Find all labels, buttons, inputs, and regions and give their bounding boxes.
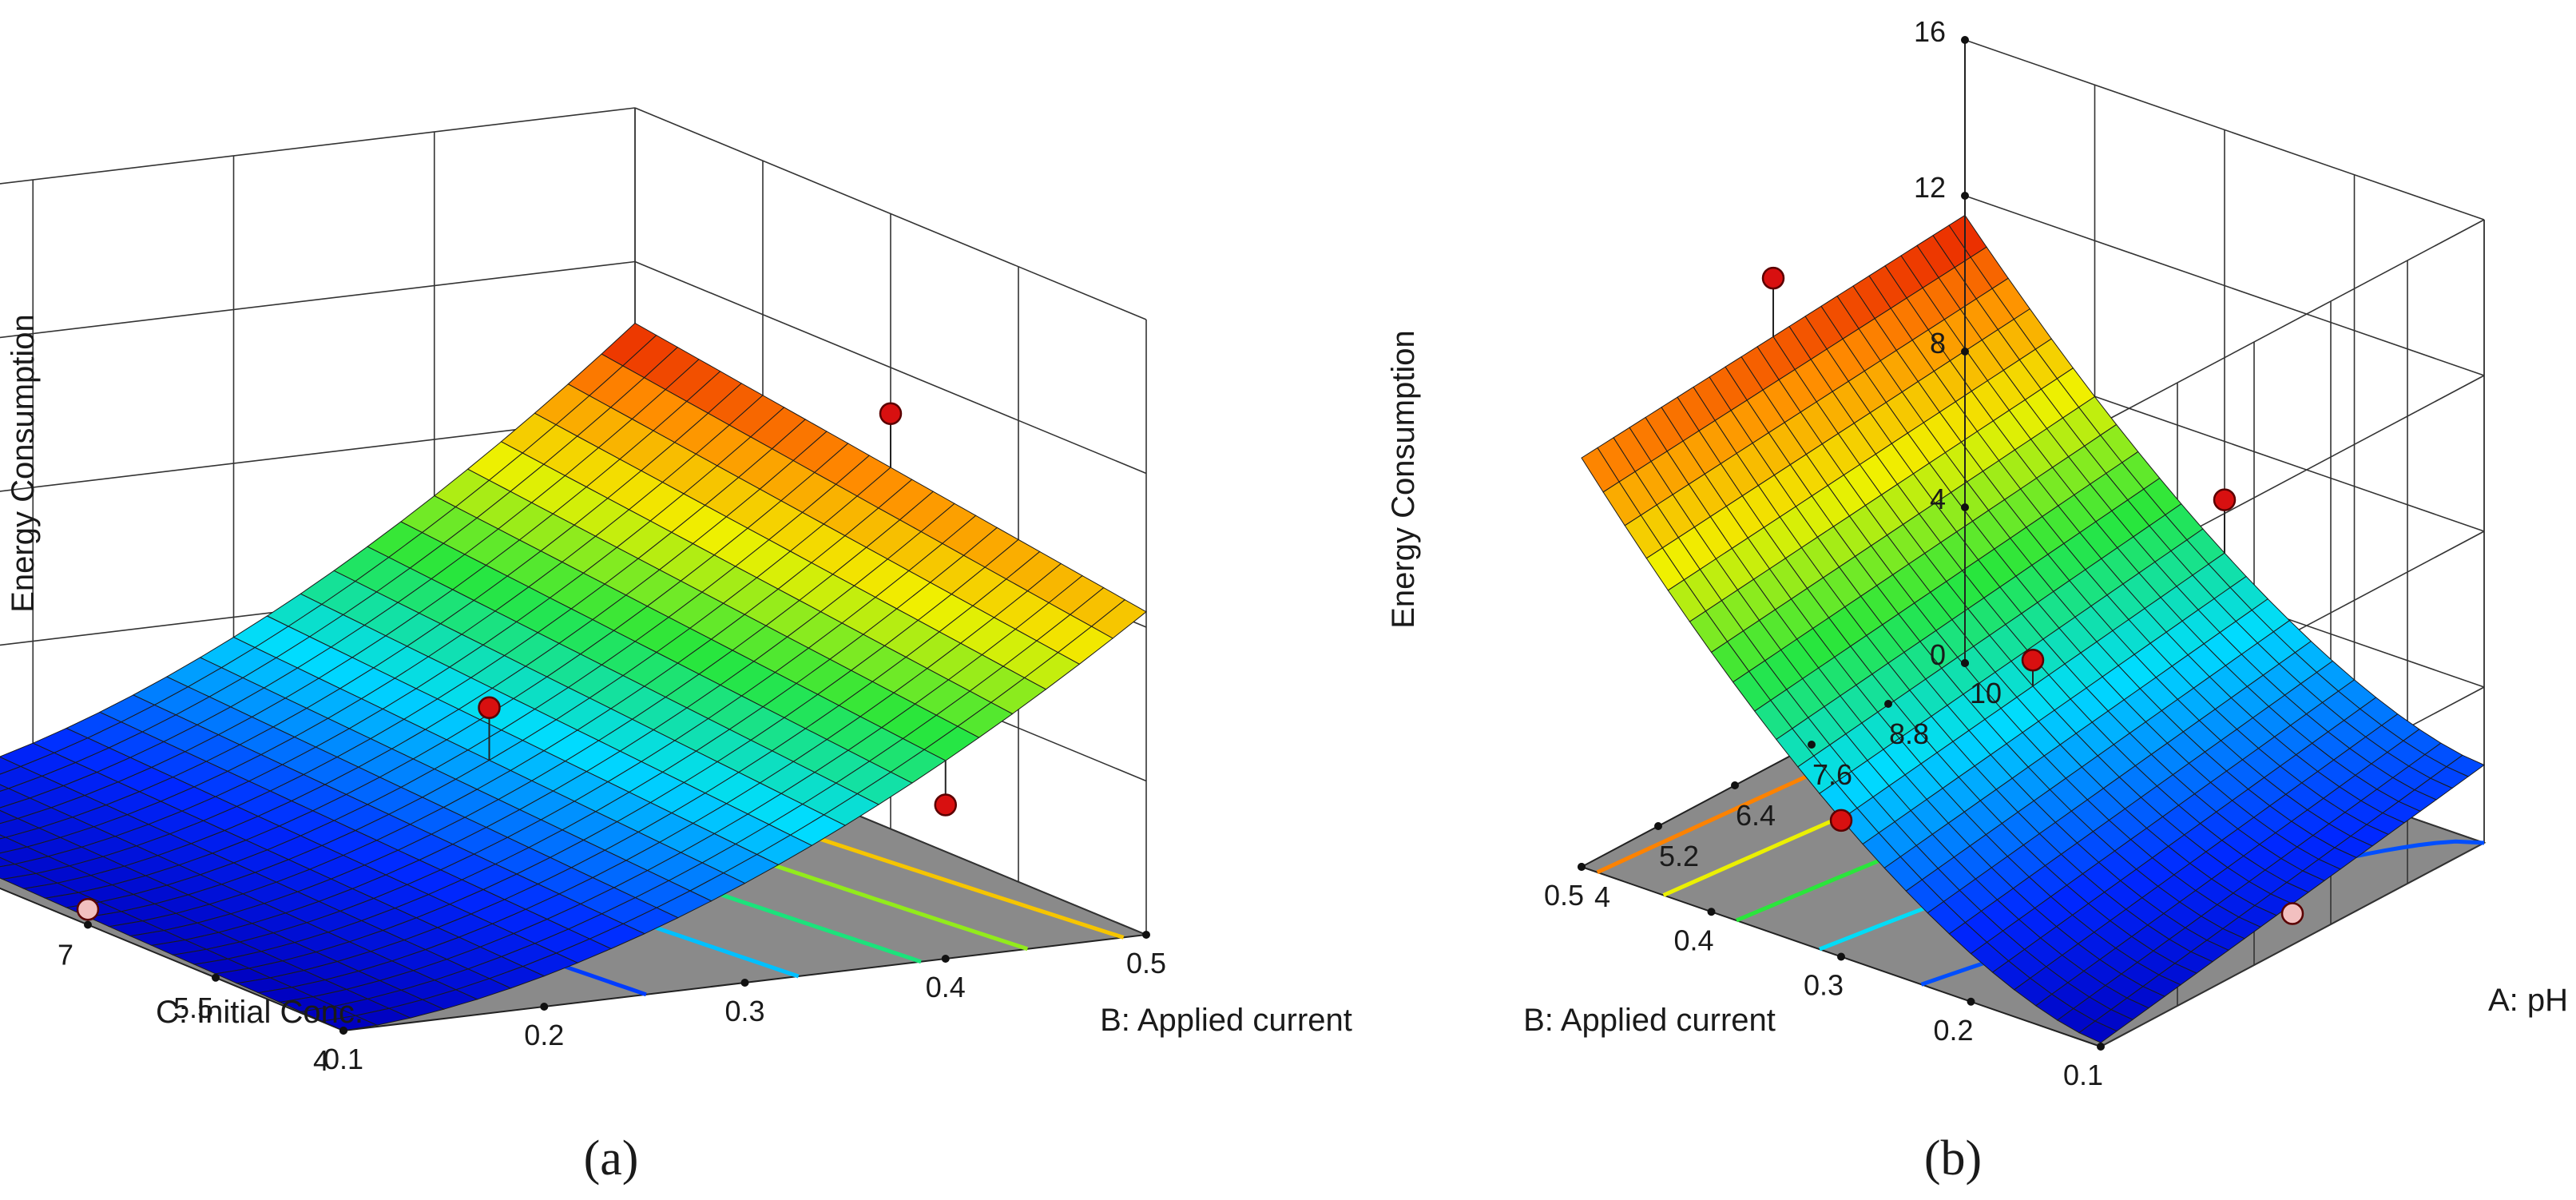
y-axis-title: A: pH <box>2488 983 2568 1018</box>
y-tick-mark <box>1884 700 1892 708</box>
y-tick-mark <box>1808 741 1816 749</box>
x-tick-mark <box>941 955 950 963</box>
y-tick-label: 7.6 <box>1812 758 1852 791</box>
x-tick-mark <box>740 979 749 987</box>
design-point <box>1829 809 1853 832</box>
y-tick-mark <box>212 973 220 982</box>
x-tick-label: 0.2 <box>1933 1014 1973 1047</box>
z-axis-title: Energy Consumption <box>1386 330 1421 629</box>
design-point <box>76 898 100 921</box>
z-tick-label: 4 <box>1930 483 1946 515</box>
z-tick-label: 16 <box>1914 15 1946 48</box>
y-tick-label: 5.2 <box>1659 840 1699 872</box>
y-tick-mark <box>1961 659 1969 667</box>
x-tick-mark <box>540 1003 549 1011</box>
x-tick-label: 0.1 <box>2063 1059 2103 1091</box>
x-tick-label: 0.1 <box>323 1043 363 1075</box>
design-point <box>2213 488 2237 511</box>
surface-chart-b: 0 4 8 12 16 0.1 0.2 0.3 0.4 0.5 4 5.2 6.4 7.6 8.8 10 B: … <box>1386 15 2568 1091</box>
y-tick-label: 4 <box>1594 880 1610 913</box>
z-tick-label: 8 <box>1930 327 1946 360</box>
wall-grid-z <box>2100 842 2485 1047</box>
y-tick-label: 10 <box>1970 677 2002 709</box>
y-tick-label: 4 <box>313 1044 329 1077</box>
y-tick-label: 6.4 <box>1736 799 1776 832</box>
y-tick-mark <box>1654 822 1662 830</box>
surface-cell <box>0 784 10 792</box>
x-axis-title: B: Applied current <box>1523 1003 1776 1038</box>
x-tick-mark <box>1967 997 1975 1006</box>
y-tick-label: 7 <box>58 939 73 972</box>
y-axis-title: C: Initial Conc. <box>156 995 363 1030</box>
y-tick-mark <box>1731 781 1739 789</box>
wall-grid-z <box>0 107 636 185</box>
z-tick-mark <box>1961 348 1969 356</box>
design-point <box>879 402 903 425</box>
wall-grid-z <box>2100 219 2485 424</box>
x-tick-mark <box>2097 1043 2105 1051</box>
surface-cell <box>0 834 7 840</box>
y-tick-label: 8.8 <box>1889 717 1929 750</box>
design-point <box>1761 266 1785 290</box>
z-tick-mark <box>1961 192 1969 200</box>
z-tick-mark <box>1961 503 1969 511</box>
x-tick-label: 0.5 <box>1126 947 1166 979</box>
design-point <box>2021 649 2045 672</box>
caption-a: (a) <box>584 1131 639 1186</box>
x-axis-title: B: Applied current <box>1100 1003 1352 1038</box>
z-axis-title: Energy Consumption <box>6 314 41 613</box>
y-tick-mark <box>339 1027 347 1035</box>
surface-chart-a: 051015200.10.20.30.40.545.578.510B: Appl… <box>0 107 1352 1077</box>
x-tick-label: 0.5 <box>1544 879 1584 912</box>
z-tick-label: 12 <box>1914 171 1946 204</box>
x-tick-label: 0.3 <box>724 995 764 1027</box>
x-tick-mark <box>1142 931 1150 939</box>
x-tick-label: 0.4 <box>1673 924 1713 956</box>
wall-grid-z <box>0 260 636 339</box>
caption-b: (b) <box>1924 1131 1982 1186</box>
z-tick-mark <box>1961 36 1969 44</box>
design-point <box>478 696 501 719</box>
surface-cell <box>320 1015 379 1031</box>
surface-cell <box>2078 1020 2118 1043</box>
x-tick-label: 0.3 <box>1804 969 1844 1002</box>
design-point <box>934 793 957 817</box>
x-tick-label: 0.4 <box>926 971 966 1003</box>
design-point <box>2280 902 2304 925</box>
x-tick-label: 0.2 <box>524 1019 564 1051</box>
y-tick-label: 5.5 <box>173 991 213 1024</box>
y-tick-mark <box>1578 863 1586 871</box>
z-tick-label: 0 <box>1930 638 1946 671</box>
x-tick-mark <box>1837 952 1845 961</box>
y-tick-mark <box>84 920 92 929</box>
x-tick-mark <box>1707 908 1716 916</box>
